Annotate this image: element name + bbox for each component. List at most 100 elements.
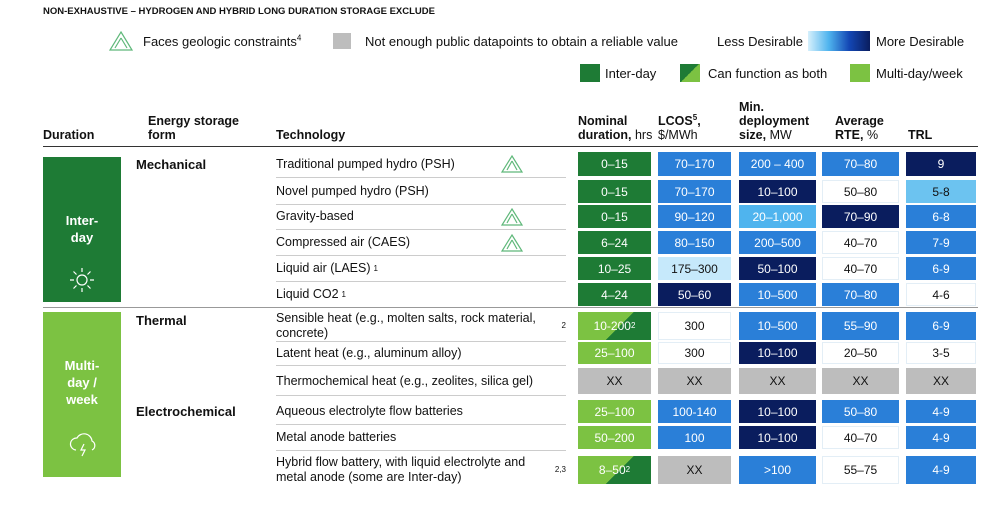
value-cell: 6–24 — [578, 231, 651, 254]
header-text: TRL — [908, 128, 968, 142]
cell-text: 10–500 — [757, 319, 798, 333]
value-cell: 70–80 — [822, 152, 899, 176]
value-cell: 10–25 — [578, 257, 651, 280]
sun-icon — [70, 268, 94, 292]
technology-text: Novel pumped hydro (PSH) — [276, 184, 429, 198]
cell-text: 70–170 — [674, 157, 715, 171]
cell-text: 100-140 — [672, 404, 717, 419]
section-rule — [43, 307, 978, 308]
cell-text: 50–80 — [843, 184, 878, 199]
header-label: Nominal duration, — [578, 114, 632, 142]
value-cell: 9 — [906, 152, 976, 176]
cell-text: 8–50 — [598, 463, 626, 477]
value-cell: 10–500 — [739, 283, 816, 306]
value-cell: 50–100 — [739, 257, 816, 280]
technology: Traditional pumped hydro (PSH) — [276, 152, 566, 176]
legend-both: Can function as both — [708, 66, 828, 81]
geologic-icon — [500, 233, 524, 252]
cell-text: 10–100 — [757, 430, 798, 445]
value-cell: 0–15 — [578, 152, 651, 176]
technology-text: Traditional pumped hydro (PSH) — [276, 156, 455, 171]
column-header: Duration — [43, 90, 123, 142]
row-rule — [276, 450, 566, 451]
technology: Latent heat (e.g., aluminum alloy) — [276, 342, 566, 364]
value-cell: XX — [658, 456, 731, 484]
header-label: Technology — [276, 128, 346, 142]
cell-text: 300 — [684, 319, 705, 333]
technology-text: Liquid air (LAES) — [276, 261, 371, 275]
duration-label: Multi-day / week — [64, 358, 100, 407]
cell-text: 25–100 — [594, 346, 635, 360]
geologic-icon — [500, 207, 524, 226]
value-cell: 4-9 — [906, 426, 976, 449]
value-cell: 7-9 — [906, 231, 976, 254]
value-cell: 90–120 — [658, 205, 731, 228]
header-label: TRL — [908, 128, 933, 142]
cell-text: >100 — [763, 463, 792, 477]
value-cell: 6-9 — [906, 312, 976, 340]
value-cell: 70–170 — [658, 180, 731, 203]
cell-text: 70–90 — [843, 209, 878, 224]
cell-text: 0–15 — [601, 184, 628, 199]
footnote: 5 — [692, 112, 698, 122]
column-header: Average RTE, % — [835, 90, 905, 142]
cell-text: 0–15 — [601, 209, 628, 224]
geologic-icon — [500, 154, 524, 173]
form-label: Thermal — [136, 313, 187, 328]
header-unit: $/MWh — [658, 128, 698, 142]
header-label: Average RTE, — [835, 114, 884, 142]
cell-text: 10–100 — [757, 184, 798, 199]
technology-text: Hybrid flow battery, with liquid electro… — [276, 455, 526, 484]
header-label: , — [697, 114, 701, 128]
technology: Metal anode batteries — [276, 426, 566, 449]
value-cell: 10–100 — [739, 342, 816, 364]
header-unit: hrs — [634, 128, 653, 142]
cell-text: 70–170 — [674, 184, 715, 199]
page-title: NON-EXHAUSTIVE – HYDROGEN AND HYBRID LON… — [43, 6, 435, 17]
value-cell: XX — [578, 368, 651, 394]
technology-text: Latent heat (e.g., aluminum alloy) — [276, 345, 462, 360]
legend-interday-box — [580, 64, 600, 82]
header-unit: MW — [769, 128, 792, 142]
value-cell: XX — [739, 368, 816, 394]
value-cell: 25–100 — [578, 342, 651, 364]
row-rule — [276, 204, 566, 205]
interday-block — [43, 157, 121, 302]
cell-text: 20–50 — [843, 346, 878, 360]
value-cell: 200 – 400 — [739, 152, 816, 176]
cell-text: 6-9 — [932, 319, 950, 333]
value-cell: 5-8 — [906, 180, 976, 203]
legend-multiday-box — [850, 64, 870, 82]
cell-text: 10-200 — [593, 319, 631, 333]
legend-multiday: Multi-day/week — [876, 66, 963, 81]
storm-icon — [69, 433, 96, 457]
legend-both-box — [680, 64, 700, 82]
technology-text: Compressed air (CAES) — [276, 235, 411, 249]
cell-text: 90–120 — [674, 209, 715, 224]
duration-label: Inter-day — [65, 213, 99, 245]
row-rule — [276, 395, 566, 396]
cell-text: 50–200 — [594, 430, 635, 445]
value-cell: 6-8 — [906, 205, 976, 228]
technology: Liquid air (LAES) 1 — [276, 261, 378, 275]
cell-text: 10–500 — [757, 287, 798, 302]
cell-text: 55–75 — [843, 463, 878, 477]
value-cell: 300 — [658, 342, 731, 364]
technology-text: Thermochemical heat (e.g., zeolites, sil… — [276, 373, 534, 388]
header-label: Duration — [43, 128, 95, 142]
value-cell: 100 — [658, 426, 731, 449]
technology-text: Gravity-based — [276, 209, 354, 223]
cell-text: 50–100 — [757, 261, 798, 276]
value-cell: 0–15 — [578, 205, 651, 228]
row-rule — [276, 365, 566, 366]
header-text: Energy storage form — [148, 114, 258, 142]
form-label: Electrochemical — [136, 404, 236, 419]
header-text: Technology — [276, 128, 476, 142]
cell-text: 4–24 — [601, 287, 628, 302]
legend-gradient — [808, 31, 870, 51]
cell-text: 6-9 — [932, 261, 950, 276]
cell-text: 55–90 — [843, 319, 878, 333]
value-cell: 25–100 — [578, 400, 651, 423]
header-rule — [43, 146, 978, 147]
